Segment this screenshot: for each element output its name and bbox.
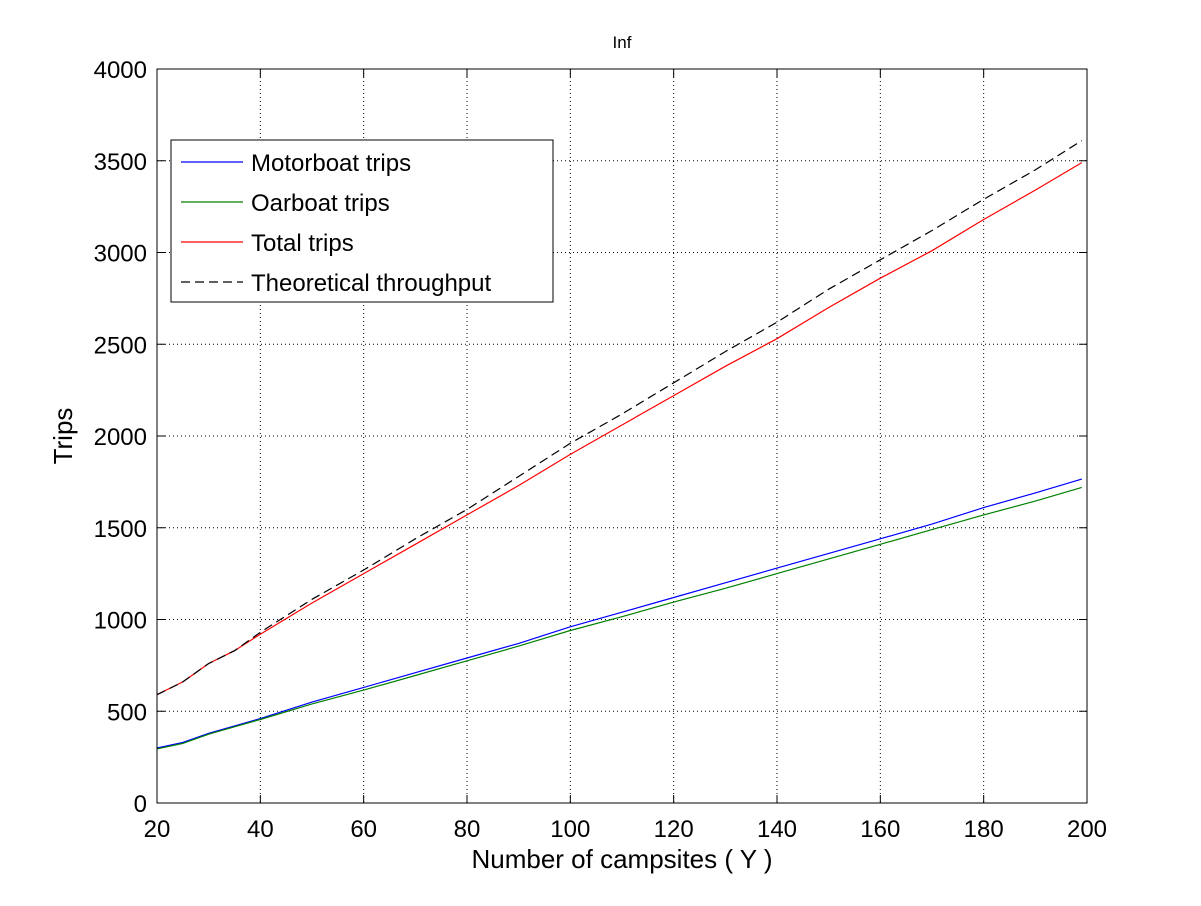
legend: Motorboat trips Oarboat trips Total trips T…	[170, 139, 554, 303]
y-tick-label: 0	[134, 791, 147, 818]
series-line-theoretical-throughput	[156, 140, 1083, 696]
x-axis-label: Number of campsites ( Y )	[471, 844, 772, 874]
y-tick-label: 4000	[94, 57, 147, 84]
x-tick-label: 20	[144, 816, 171, 843]
legend-label: Total trips	[251, 230, 354, 257]
x-tick-label: 140	[757, 816, 797, 843]
x-tick-label: 120	[654, 816, 694, 843]
grid	[157, 69, 1087, 803]
series-line-motorboat-trips	[156, 478, 1082, 749]
chart-title: Inf	[613, 33, 632, 52]
x-tick-label: 180	[964, 816, 1004, 843]
legend-box	[170, 139, 554, 303]
axis-ticks: 20 40 60 80 100 120 140 160 180 20005001000150020…	[94, 57, 1107, 843]
legend-label: Oarboat trips	[251, 190, 390, 217]
x-tick-label: 160	[860, 816, 900, 843]
y-tick-label: 2500	[94, 332, 147, 359]
y-tick-label: 1000	[94, 608, 147, 635]
x-tick-label: 80	[454, 816, 481, 843]
y-tick-label: 3000	[94, 241, 147, 268]
legend-label: Motorboat trips	[251, 150, 411, 177]
y-tick-label: 500	[107, 699, 147, 726]
y-tick-label: 2000	[94, 424, 147, 451]
x-tick-label: 100	[550, 816, 590, 843]
legend-label: Theoretical throughput	[251, 270, 491, 297]
y-axis-label: Trips	[48, 408, 78, 465]
x-tick-label: 60	[350, 816, 377, 843]
series-group	[156, 140, 1083, 750]
x-tick-label: 200	[1067, 816, 1107, 843]
x-tick-label: 40	[247, 816, 274, 843]
series-line-oarboat-trips	[156, 486, 1082, 750]
y-tick-label: 3500	[94, 149, 147, 176]
y-tick-label: 1500	[94, 516, 147, 543]
